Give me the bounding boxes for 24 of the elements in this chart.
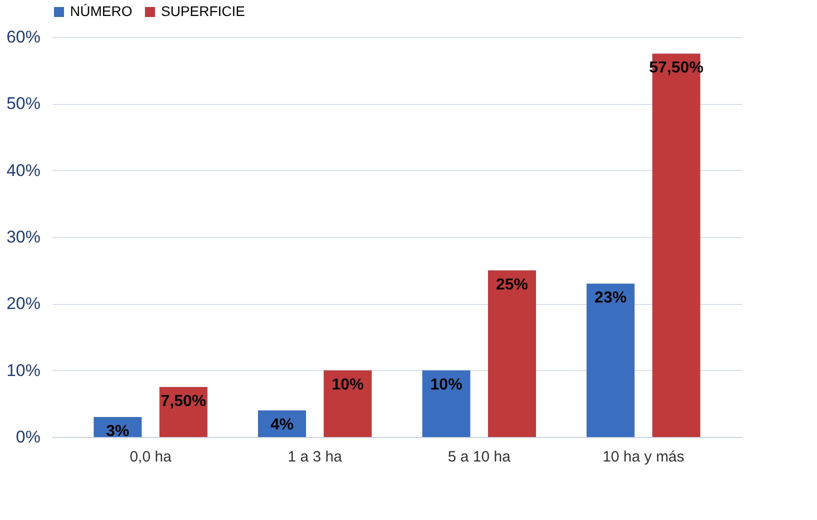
legend-label: SUPERFICIE	[161, 3, 246, 19]
data-label: 25%	[496, 276, 528, 294]
y-tick-label: 0%	[16, 428, 40, 446]
bar	[324, 370, 372, 437]
data-label: 7,50%	[160, 393, 206, 410]
y-tick-label: 40%	[6, 160, 40, 180]
bar	[488, 270, 536, 437]
x-tick-label: 1 a 3 ha	[288, 448, 343, 466]
data-label: 3%	[106, 423, 130, 440]
data-label: 10%	[332, 376, 364, 394]
data-label: 10%	[430, 376, 462, 394]
legend-label: NÚMERO	[70, 3, 132, 19]
data-label: 23%	[594, 290, 627, 307]
y-tick-label: 60%	[6, 28, 40, 46]
bar	[422, 370, 470, 437]
y-tick-label: 50%	[6, 94, 40, 114]
x-tick-label: 5 a 10 ha	[448, 448, 512, 466]
bar	[586, 284, 635, 437]
y-tick-label: 20%	[6, 294, 40, 314]
x-tick-label: 0,0 ha	[130, 448, 172, 466]
x-tick-label: 10 ha y más	[602, 448, 684, 466]
y-tick-label: 30%	[6, 228, 40, 246]
data-label: 4%	[270, 416, 294, 434]
y-tick-label: 10%	[6, 360, 40, 380]
